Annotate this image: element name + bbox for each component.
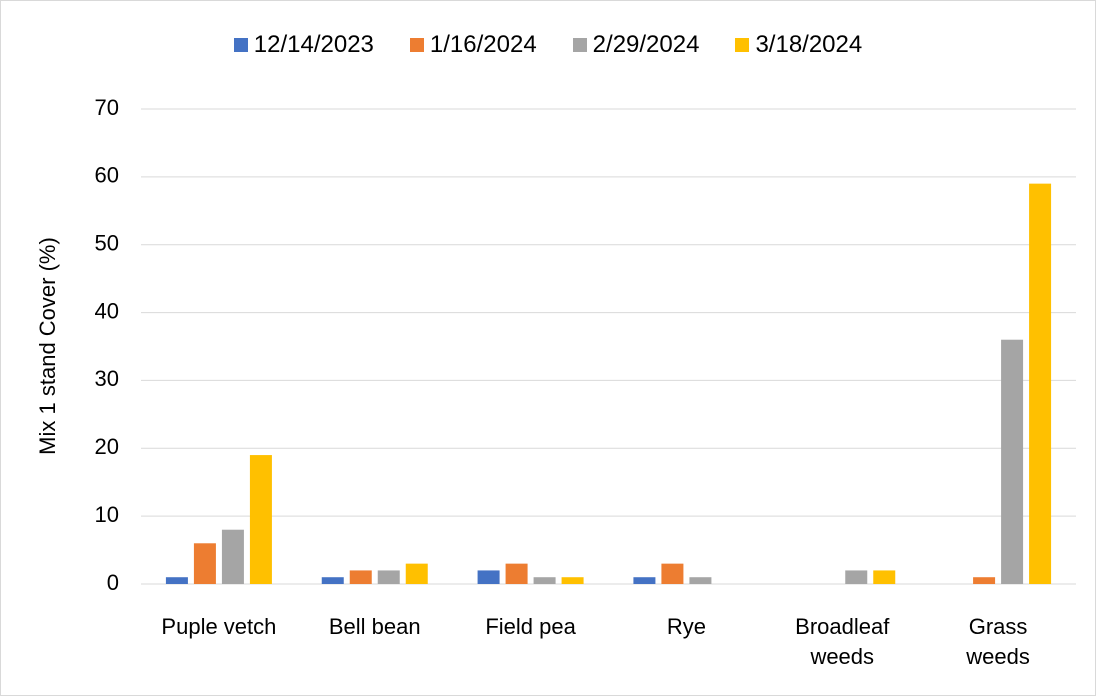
legend-label: 3/18/2024 [755,31,863,58]
legend-label: 1/16/2024 [429,31,537,58]
y-tick-label: 20 [95,434,119,459]
bar [633,577,656,584]
bar [689,577,712,584]
x-tick-label: Broadleaf weeds [795,614,890,669]
x-tick-label: Bell bean [328,614,421,639]
bar [377,570,400,584]
bar [1029,183,1052,584]
legend: 12/14/2023 1/16/2024 2/29/2024 3/18/2024 [1,31,1095,59]
legend-swatch [572,38,587,52]
legend-swatch [409,38,424,52]
bar [321,577,344,584]
bar [477,570,500,584]
x-tick-label: Field pea [485,614,576,639]
bar [405,563,428,584]
bar [973,577,996,584]
y-tick-label: 10 [95,502,119,527]
legend-swatch [233,38,248,52]
y-tick-label: 60 [95,163,119,188]
bar [165,577,188,584]
legend-item: 12/14/2023 [233,31,374,59]
legend-item: 1/16/2024 [409,31,537,59]
bar [873,570,896,584]
bar [561,577,584,584]
bar [533,577,556,584]
y-tick-label: 50 [95,231,119,256]
bar [193,543,216,584]
y-axis-label: Mix 1 stand Cover (%) [35,237,60,455]
bar [249,455,272,584]
legend-label: 2/29/2024 [592,31,700,58]
bar [661,563,684,584]
bar [221,529,244,584]
x-tick-label: Grass weeds [966,614,1030,669]
legend-item: 2/29/2024 [572,31,700,59]
bar [349,570,372,584]
y-tick-label: 0 [107,570,119,595]
legend-item: 3/18/2024 [735,31,862,59]
bar [1001,339,1024,584]
y-tick-label: 30 [95,366,119,391]
bar [505,563,528,584]
y-tick-label: 40 [95,298,119,323]
x-tick-label: Puple vetch [161,614,277,639]
legend-swatch [735,38,750,52]
y-tick-label: 70 [95,95,119,120]
x-tick-label: Rye [666,614,706,639]
bar [845,570,868,584]
legend-label: 12/14/2023 [253,31,374,58]
